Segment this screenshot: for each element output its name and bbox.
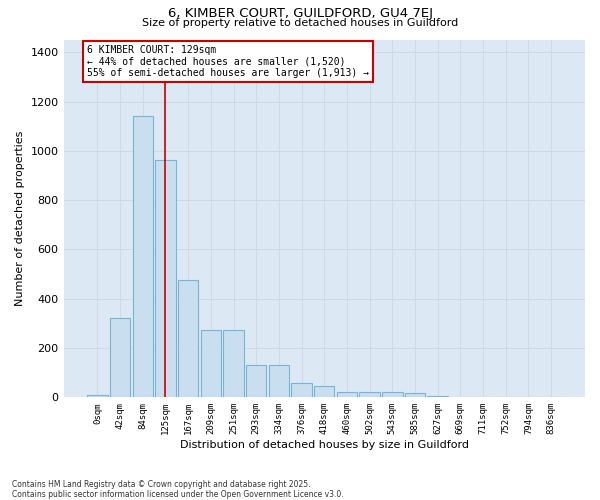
Bar: [200, 330, 221, 398]
Bar: [87, 396, 107, 398]
Y-axis label: Number of detached properties: Number of detached properties: [15, 131, 25, 306]
Bar: [292, 382, 312, 398]
Text: 6 KIMBER COURT: 129sqm
← 44% of detached houses are smaller (1,520)
55% of semi-: 6 KIMBER COURT: 129sqm ← 44% of detached…: [87, 45, 369, 78]
Bar: [246, 366, 266, 398]
Bar: [314, 386, 334, 398]
Text: Contains HM Land Registry data © Crown copyright and database right 2025.
Contai: Contains HM Land Registry data © Crown c…: [12, 480, 344, 499]
Bar: [427, 396, 448, 398]
Bar: [110, 318, 130, 398]
Bar: [382, 392, 403, 398]
Bar: [133, 116, 153, 398]
Bar: [178, 280, 199, 398]
Text: Size of property relative to detached houses in Guildford: Size of property relative to detached ho…: [142, 18, 458, 28]
Bar: [155, 160, 176, 398]
Bar: [269, 366, 289, 398]
Bar: [359, 392, 380, 398]
X-axis label: Distribution of detached houses by size in Guildford: Distribution of detached houses by size …: [180, 440, 469, 450]
Bar: [405, 393, 425, 398]
Bar: [223, 330, 244, 398]
Text: 6, KIMBER COURT, GUILDFORD, GU4 7EJ: 6, KIMBER COURT, GUILDFORD, GU4 7EJ: [167, 8, 433, 20]
Bar: [337, 392, 357, 398]
